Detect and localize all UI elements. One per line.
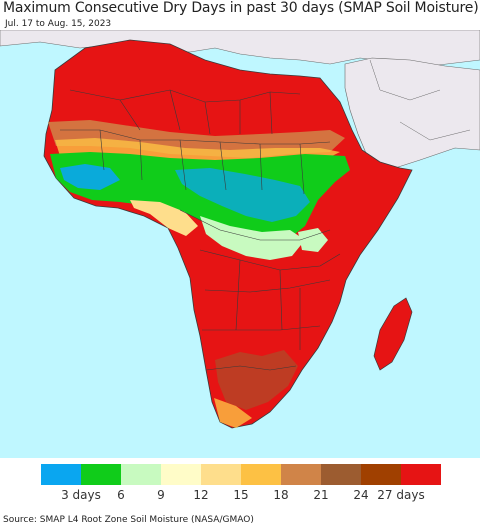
legend-tick-label: 12 [193,488,209,502]
south-brown-patch [215,350,298,410]
africa-dry-days-map [0,30,480,458]
legend-tick-label: 6 [117,488,125,502]
legend-swatch [81,464,121,485]
legend-tick-label: 3 days [61,488,101,502]
map-title: Maximum Consecutive Dry Days in past 30 … [3,0,479,16]
legend-swatch [241,464,281,485]
date-range: Jul. 17 to Aug. 15, 2023 [5,19,112,29]
legend-swatch [161,464,201,485]
legend-tick-label: 15 [233,488,249,502]
legend-swatch [361,464,401,485]
wet-belt-blue-central [175,168,310,222]
legend-swatch [121,464,161,485]
legend-tick-label: 9 [157,488,165,502]
legend-tick-label: 24 [353,488,369,502]
legend-tick-label: 21 [313,488,329,502]
wet-belt-blue-west [60,164,120,190]
legend-swatch [201,464,241,485]
legend-swatch [401,464,441,485]
middle-east-borders [369,59,471,141]
country-borders [60,89,341,371]
legend-ticks: 3 days 6 9 12 15 18 21 24 27 days [41,488,441,504]
color-legend [41,464,441,485]
madagascar [373,297,413,371]
legend-tick-label: 18 [273,488,289,502]
lake-victoria-blue [298,228,328,252]
cape-yellow-patch [214,398,252,428]
gulf-coast-yellow [130,200,198,236]
legend-swatch [321,464,361,485]
legend-tick-label: 27 days [377,488,425,502]
legend-swatch [281,464,321,485]
legend-swatch [41,464,81,485]
source-note: Source: SMAP L4 Root Zone Soil Moisture … [3,515,254,525]
